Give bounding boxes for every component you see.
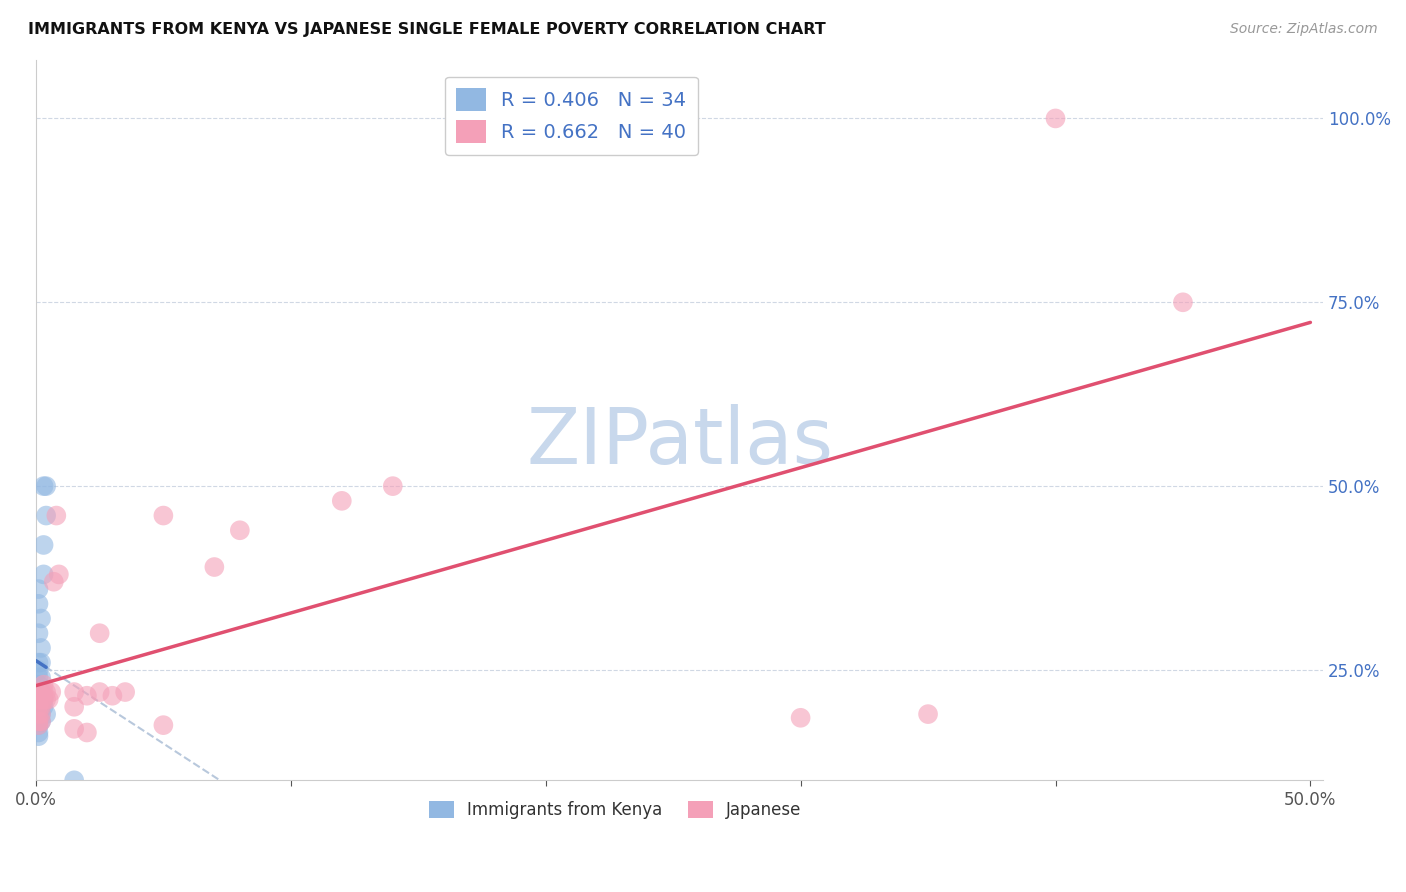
Point (27, 692, 49, 706)
Point (789, 711, 811, 725)
Point (27, 729, 49, 743)
Point (30, 656, 52, 670)
Point (1045, 112, 1067, 126)
Point (27, 626, 49, 640)
Point (27, 685, 49, 699)
Point (89, 685, 111, 699)
Point (32, 699, 55, 714)
Point (63, 699, 86, 714)
Point (32, 567, 55, 582)
Point (152, 508, 174, 523)
Point (63, 685, 86, 699)
Point (32, 692, 55, 706)
Text: Source: ZipAtlas.com: Source: ZipAtlas.com (1230, 22, 1378, 37)
Point (27, 718, 49, 732)
Point (35, 685, 58, 699)
Point (38, 692, 60, 706)
Point (1171, 295, 1194, 310)
Point (381, 479, 404, 493)
Point (27, 685, 49, 699)
Point (27, 714, 49, 729)
Point (30, 707, 52, 722)
Point (42, 574, 65, 589)
Point (63, 722, 86, 736)
Point (27, 656, 49, 670)
Point (30, 640, 52, 655)
Point (30, 699, 52, 714)
Point (27, 597, 49, 611)
Point (35, 692, 58, 706)
Point (76, 725, 98, 739)
Text: ZIPatlas: ZIPatlas (526, 403, 832, 480)
Point (114, 685, 136, 699)
Point (32, 479, 55, 493)
Point (27, 718, 49, 732)
Point (27, 725, 49, 739)
Point (152, 718, 174, 732)
Point (202, 560, 225, 574)
Point (35, 479, 58, 493)
Point (330, 493, 353, 508)
Point (30, 685, 52, 699)
Point (76, 689, 98, 703)
Point (32, 538, 55, 552)
Point (30, 692, 52, 706)
Point (30, 685, 52, 699)
Point (48, 567, 70, 582)
Point (27, 663, 49, 677)
Point (32, 678, 55, 692)
Point (27, 685, 49, 699)
Point (27, 692, 49, 706)
Point (35, 508, 58, 523)
Point (32, 685, 55, 699)
Point (27, 714, 49, 729)
Point (27, 699, 49, 714)
Text: IMMIGRANTS FROM KENYA VS JAPANESE SINGLE FEMALE POVERTY CORRELATION CHART: IMMIGRANTS FROM KENYA VS JAPANESE SINGLE… (28, 22, 825, 37)
Point (229, 523, 252, 537)
Legend: Immigrants from Kenya, Japanese: Immigrants from Kenya, Japanese (422, 795, 808, 826)
Point (30, 692, 52, 706)
Point (30, 699, 52, 714)
Point (27, 707, 49, 722)
Point (27, 707, 49, 722)
Point (35, 707, 58, 722)
Point (27, 678, 49, 692)
Point (30, 670, 52, 684)
Point (27, 582, 49, 596)
Point (30, 707, 52, 722)
Point (32, 692, 55, 706)
Point (917, 707, 939, 722)
Point (30, 714, 52, 729)
Point (101, 689, 124, 703)
Point (63, 773, 86, 788)
Point (30, 611, 52, 625)
Point (27, 670, 49, 684)
Point (45, 508, 67, 523)
Point (27, 699, 49, 714)
Point (39, 685, 62, 699)
Point (89, 626, 111, 640)
Point (30, 714, 52, 729)
